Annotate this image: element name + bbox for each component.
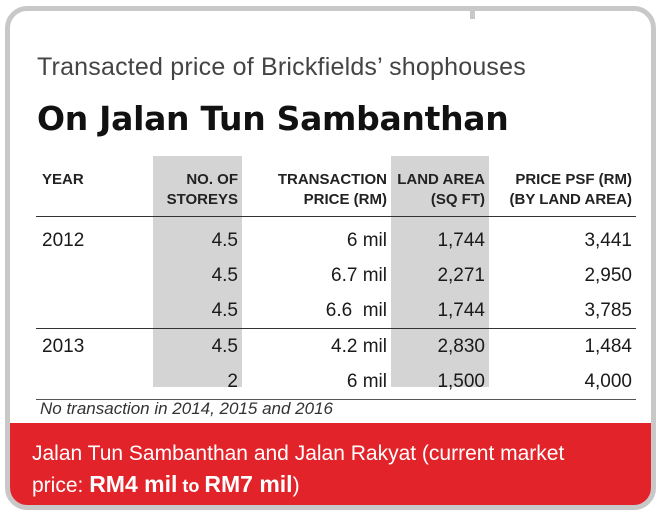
cell-transaction-price: 6.6 mil xyxy=(242,293,391,329)
table-row: 4.5 6.6 mil 1,744 3,785 xyxy=(36,293,636,329)
cell-land-area: 1,500 xyxy=(391,364,489,400)
cell-transaction-price: 6.7 mil xyxy=(331,264,387,286)
cell-storeys: 4.5 xyxy=(211,335,238,357)
frame-notch-divider xyxy=(470,11,475,19)
table-row: 2012 4.5 6 mil 1,744 3,441 xyxy=(36,217,636,259)
cell-transaction-price: 6 mil xyxy=(346,229,387,251)
market-price-to: to xyxy=(177,476,205,496)
market-price-low: RM4 mil xyxy=(89,471,178,497)
header-price-psf: PRICE PSF (RM) (BY LAND AREA) xyxy=(509,171,633,208)
cell-storeys: 4.5 xyxy=(211,229,238,251)
frame-notch xyxy=(475,11,487,17)
header-land-area: LAND AREA (SQ FT) xyxy=(397,171,485,208)
cell-year xyxy=(36,364,153,400)
cell-price-psf: 3,441 xyxy=(584,229,632,251)
frame-notch xyxy=(422,11,470,17)
land-area-column-shading xyxy=(391,156,489,387)
cell-year: 2013 xyxy=(42,335,85,357)
market-price-suffix: ) xyxy=(292,474,300,497)
header-year: YEAR xyxy=(42,171,84,188)
subtitle: Transacted price of Brickfields’ shophou… xyxy=(37,53,526,81)
table-row: 4.5 6.7 mil 2,271 2,950 xyxy=(36,258,636,293)
cell-land-area: 1,744 xyxy=(437,229,485,251)
info-card: Transacted price of Brickfields’ shophou… xyxy=(5,6,656,510)
table-header-row: YEAR NO. OF STOREYS TRANSACTION PRICE (RM)… xyxy=(36,156,636,217)
table-row: 2013 4.5 4.2 mil 2,830 1,484 xyxy=(36,329,636,365)
cell-transaction-price: 4.2 mil xyxy=(331,335,387,357)
cell-year xyxy=(36,258,153,293)
cell-transaction-price: 6 mil xyxy=(242,364,391,400)
market-price-line1: Jalan Tun Sambanthan and Jalan Rakyat (c… xyxy=(32,442,565,465)
header-storeys: NO. OF STOREYS xyxy=(166,171,238,208)
cell-land-area: 1,744 xyxy=(391,293,489,329)
table-row: 2 6 mil 1,500 4,000 xyxy=(36,364,636,400)
cell-price-psf: 3,785 xyxy=(489,293,636,329)
cell-price-psf: 2,950 xyxy=(584,264,632,286)
cell-year: 2012 xyxy=(42,229,85,251)
transactions-table: YEAR NO. OF STOREYS TRANSACTION PRICE (RM)… xyxy=(36,156,636,400)
cell-storeys: 2 xyxy=(153,364,242,400)
cell-price-psf: 4,000 xyxy=(489,364,636,400)
storeys-column-shading xyxy=(153,156,242,387)
header-transaction-price: TRANSACTION PRICE (RM) xyxy=(277,171,387,208)
cell-storeys: 4.5 xyxy=(211,264,238,286)
cell-price-psf: 1,484 xyxy=(584,335,632,357)
cell-land-area: 2,271 xyxy=(437,264,485,286)
cell-storeys: 4.5 xyxy=(153,293,242,329)
market-price-text: Jalan Tun Sambanthan and Jalan Rakyat (c… xyxy=(32,439,632,501)
footnote: No transaction in 2014, 2015 and 2016 xyxy=(40,399,334,418)
cell-land-area: 2,830 xyxy=(437,335,485,357)
transactions-table-container: YEAR NO. OF STOREYS TRANSACTION PRICE (RM)… xyxy=(36,156,636,400)
market-price-banner: Jalan Tun Sambanthan and Jalan Rakyat (c… xyxy=(10,423,651,505)
cell-year xyxy=(36,293,153,329)
market-price-prefix: price: xyxy=(32,474,90,497)
market-price-high: RM7 mil xyxy=(204,471,293,497)
page-title: On Jalan Tun Sambanthan xyxy=(37,99,509,138)
